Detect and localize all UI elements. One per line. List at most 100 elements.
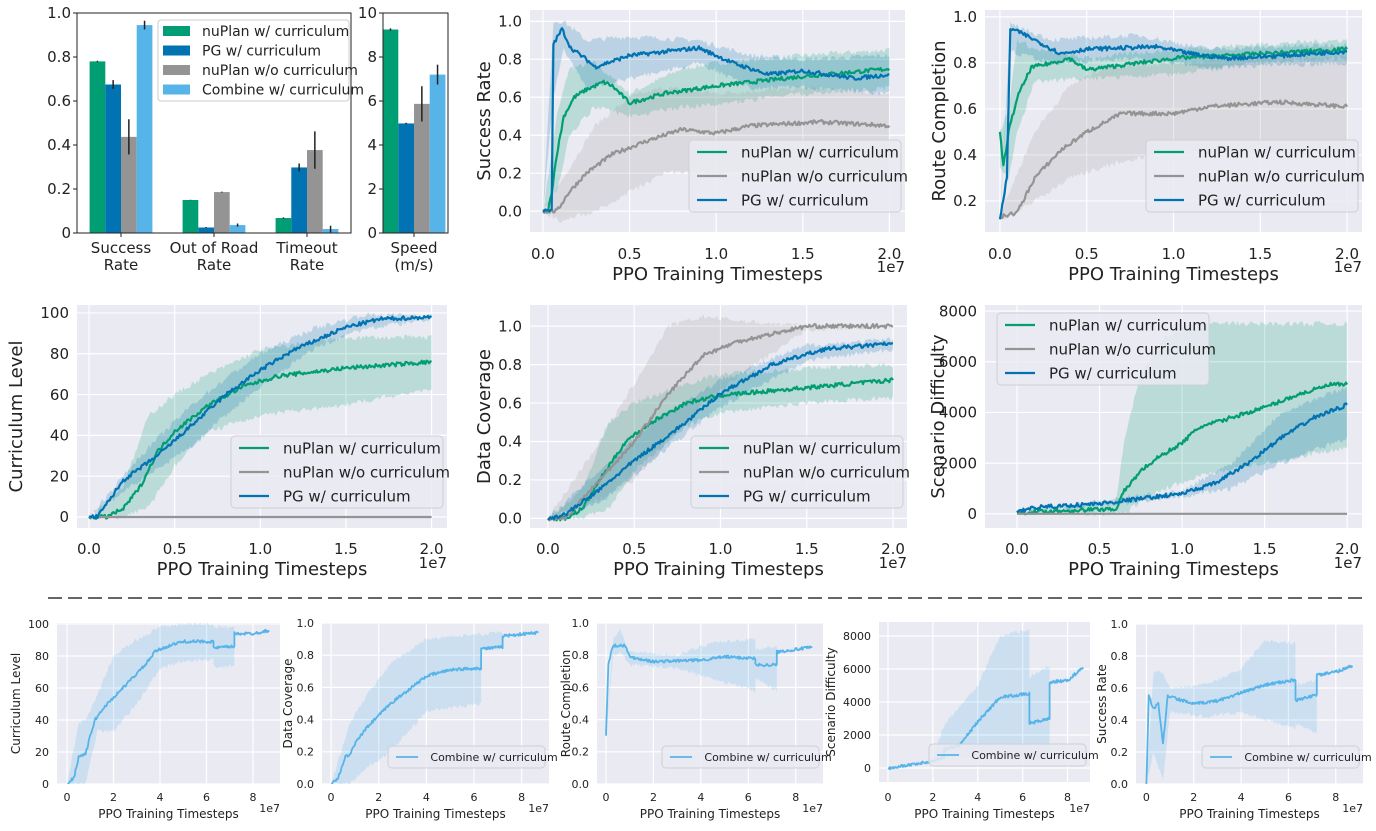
y-tick-label: 40 — [35, 714, 49, 727]
y-tick-label: 20 — [35, 746, 49, 759]
x-tick-label: 0 — [1143, 791, 1150, 804]
plot-content — [887, 628, 1084, 770]
category-label: Timeout — [275, 239, 337, 257]
x-offset-label: 1e7 — [879, 554, 907, 572]
bar-nuplan-w-o-curriculum-success-rate — [121, 136, 137, 233]
confidence-band-combine-w-curriculum — [888, 628, 1084, 770]
y-tick-label: 2000 — [843, 729, 871, 742]
y-tick-label: 0.6 — [953, 100, 977, 118]
plot-content — [1145, 639, 1354, 784]
legend-entry-pg-w-curriculum: PG w/ curriculum — [163, 44, 321, 60]
y-axis-label: Route Completion — [929, 40, 950, 201]
plot-content — [998, 21, 1349, 220]
y-axis-label: Curriculum Level — [6, 341, 27, 493]
bar-pg-w-curriculum-success-rate — [105, 84, 121, 233]
category-label: Rate — [290, 256, 324, 274]
y-axis-label: Route Completion — [559, 650, 573, 757]
y-tick-label: 0.6 — [572, 681, 590, 694]
legend: nuPlan w/ curriculum nuPlan w/o curriculu… — [1145, 139, 1365, 213]
x-axis-label: PPO Training Timesteps — [612, 264, 823, 285]
series-line-pg-w-curriculum — [1016, 402, 1348, 514]
y-tick-label: 100 — [40, 304, 69, 322]
x-tick-label: 8 — [1332, 791, 1339, 804]
plot-content — [88, 312, 433, 520]
legend: nuPlan w/ curriculum nuPlan w/o curriculu… — [690, 435, 910, 509]
legend-label: Combine w/ curriculum — [1244, 751, 1371, 764]
y-tick-label: 0 — [864, 762, 871, 775]
x-offset-label: 1e7 — [1334, 258, 1362, 276]
x-tick-label: 0.0 — [531, 245, 555, 263]
y-tick-label: 80 — [35, 650, 49, 663]
y-tick-label: 8 — [367, 48, 377, 66]
y-tick-label: 0.8 — [47, 48, 71, 66]
x-tick-label: 0.5 — [618, 245, 642, 263]
legend-entry-pg-w-curriculum: PG w/ curriculum — [697, 191, 869, 209]
legend-entry-nuplan-w-o-curriculum: nuPlan w/o curriculum — [163, 63, 358, 79]
y-tick-label: 8000 — [843, 630, 871, 643]
confidence-band-nuplan-w-curriculum — [543, 47, 890, 212]
x-tick-label: 2 — [110, 791, 117, 804]
y-tick-label: 0.0 — [1111, 778, 1129, 791]
y-tick-label: 0 — [367, 224, 377, 242]
category-label: Rate — [197, 256, 231, 274]
legend-label: Combine w/ curriculum — [971, 749, 1098, 762]
series-line-combine-w-curriculum — [67, 628, 270, 784]
y-tick-label: 0.2 — [1111, 746, 1129, 759]
legend: nuPlan w/ curriculum nuPlan w/o curriculu… — [230, 435, 450, 509]
x-tick-label: 6 — [203, 791, 210, 804]
y-axis-label: Curriculum Level — [9, 653, 23, 754]
legend-swatch — [163, 26, 190, 36]
y-tick-label: 0.0 — [498, 510, 522, 528]
legend-label: nuPlan w/ curriculum — [283, 439, 441, 457]
x-tick-label: 4 — [1238, 791, 1245, 804]
legend-entry-nuplan-w-curriculum: nuPlan w/ curriculum — [163, 24, 349, 40]
legend-box — [996, 312, 1210, 386]
legend-label: nuPlan w/ curriculum — [1198, 143, 1356, 161]
category-label: (m/s) — [394, 256, 433, 274]
x-tick-label: 2 — [929, 791, 936, 804]
legend-label: nuPlan w/o curriculum — [202, 63, 358, 79]
series-line-nuplan-w-o-curriculum — [999, 99, 1349, 220]
confidence-band-nuplan-w-o-curriculum — [547, 314, 893, 519]
bar-nuplan-w-curriculum-timeout-rate — [275, 218, 292, 233]
confidence-band-nuplan-w-o-curriculum — [999, 55, 1348, 220]
legend-label: nuPlan w/ curriculum — [743, 439, 901, 457]
y-tick-label: 0.4 — [1111, 714, 1129, 727]
axes-frame — [76, 12, 352, 234]
legend-label: nuPlan w/ curriculum — [1049, 316, 1207, 334]
y-tick-label: 0.4 — [498, 126, 522, 144]
legend: Combine w/ curriculum — [661, 745, 832, 769]
series-line-pg-w-curriculum — [88, 314, 433, 520]
legend-label: PG w/ curriculum — [1049, 364, 1177, 382]
legend-label: nuPlan w/ curriculum — [202, 24, 349, 40]
y-tick-label: 0.8 — [1111, 650, 1129, 663]
y-tick-label: 0.6 — [498, 89, 522, 107]
y-tick-label: 60 — [35, 682, 49, 695]
axes-frame — [382, 12, 449, 234]
legend-label: nuPlan w/o curriculum — [741, 167, 908, 185]
legend-entry-nuplan-w-curriculum: nuPlan w/ curriculum — [239, 439, 441, 457]
y-tick-label: 0.2 — [47, 180, 71, 198]
bar-pg-w-curriculum-timeout-rate — [291, 167, 307, 233]
confidence-band-combine-w-curriculum — [606, 628, 813, 736]
x-tick-label: 6 — [470, 791, 477, 804]
y-tick-label: 6000 — [843, 663, 871, 676]
y-tick-label: 80 — [50, 345, 69, 363]
legend-box — [690, 435, 904, 509]
x-tick-label: 4 — [157, 791, 164, 804]
x-tick-label: 2 — [375, 791, 382, 804]
y-tick-label: 0.8 — [498, 51, 522, 69]
series-line-combine-w-curriculum — [330, 630, 539, 784]
x-tick-label: 6 — [1285, 791, 1292, 804]
legend-box — [1145, 139, 1359, 213]
y-tick-label: 2000 — [939, 454, 977, 472]
y-axis-label: Success Rate — [474, 61, 495, 180]
legend-label: PG w/ curriculum — [741, 191, 869, 209]
y-tick-label: 1.0 — [572, 617, 590, 630]
bar-nuplan-w-curriculum-speed-m-s — [382, 29, 399, 233]
legend-box — [230, 435, 444, 509]
y-tick-label: 10 — [358, 4, 377, 22]
legend-label: nuPlan w/o curriculum — [283, 463, 450, 481]
x-tick-label: 8 — [518, 791, 525, 804]
